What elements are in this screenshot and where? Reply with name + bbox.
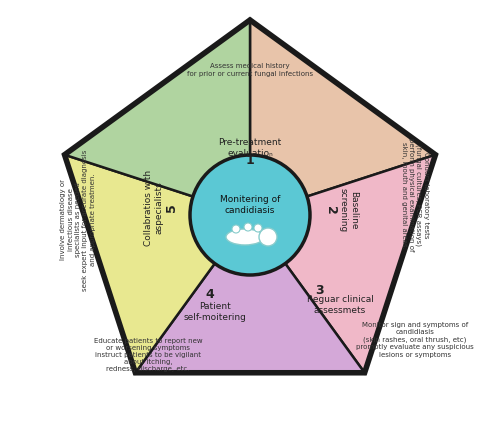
Text: Baseline
screening: Baseline screening <box>338 188 357 232</box>
Text: Assess medical history
for prior or current fungal infections: Assess medical history for prior or curr… <box>187 63 313 77</box>
Text: Conduct laboratory tests
(fungal cultures, PCR assays)
perform physical examinat: Conduct laboratory tests (fungal culture… <box>401 138 429 252</box>
Text: 1: 1 <box>246 154 254 166</box>
Text: Involve dermatology or
infectious disease
specialists as needed
seek expert inpu: Involve dermatology or infectious diseas… <box>60 149 96 291</box>
Polygon shape <box>250 20 436 215</box>
Text: 4: 4 <box>206 289 214 301</box>
Text: Educate patients to report new
or worsening symptoms
instruct patients to be vig: Educate patients to report new or worsen… <box>94 338 202 372</box>
Text: Monitering of
candidiasis: Monitering of candidiasis <box>220 195 280 215</box>
Ellipse shape <box>226 229 264 245</box>
Text: Collabratios with
aspecialists: Collabratios with aspecialists <box>144 170 164 246</box>
Circle shape <box>190 155 310 275</box>
Text: 3: 3 <box>316 283 324 297</box>
Circle shape <box>254 224 262 232</box>
Text: Reguar clinical
assessmets: Reguar clinical assessmets <box>306 295 374 315</box>
Circle shape <box>232 225 240 233</box>
Polygon shape <box>64 155 250 373</box>
Circle shape <box>259 228 277 246</box>
Text: Patient
self-moitering: Patient self-moitering <box>184 302 246 322</box>
Text: 5: 5 <box>166 204 178 212</box>
Text: 2: 2 <box>324 206 336 215</box>
Polygon shape <box>64 20 250 215</box>
Text: Monitor sign and symptoms of
candidiasis
(skin rashes, oral thrush, etc)
promptl: Monitor sign and symptoms of candidiasis… <box>356 322 474 358</box>
Polygon shape <box>250 155 436 373</box>
Text: Pre-treatment
evaluatioₙ: Pre-treatment evaluatioₙ <box>218 138 282 158</box>
Polygon shape <box>136 215 364 373</box>
Circle shape <box>244 223 252 231</box>
